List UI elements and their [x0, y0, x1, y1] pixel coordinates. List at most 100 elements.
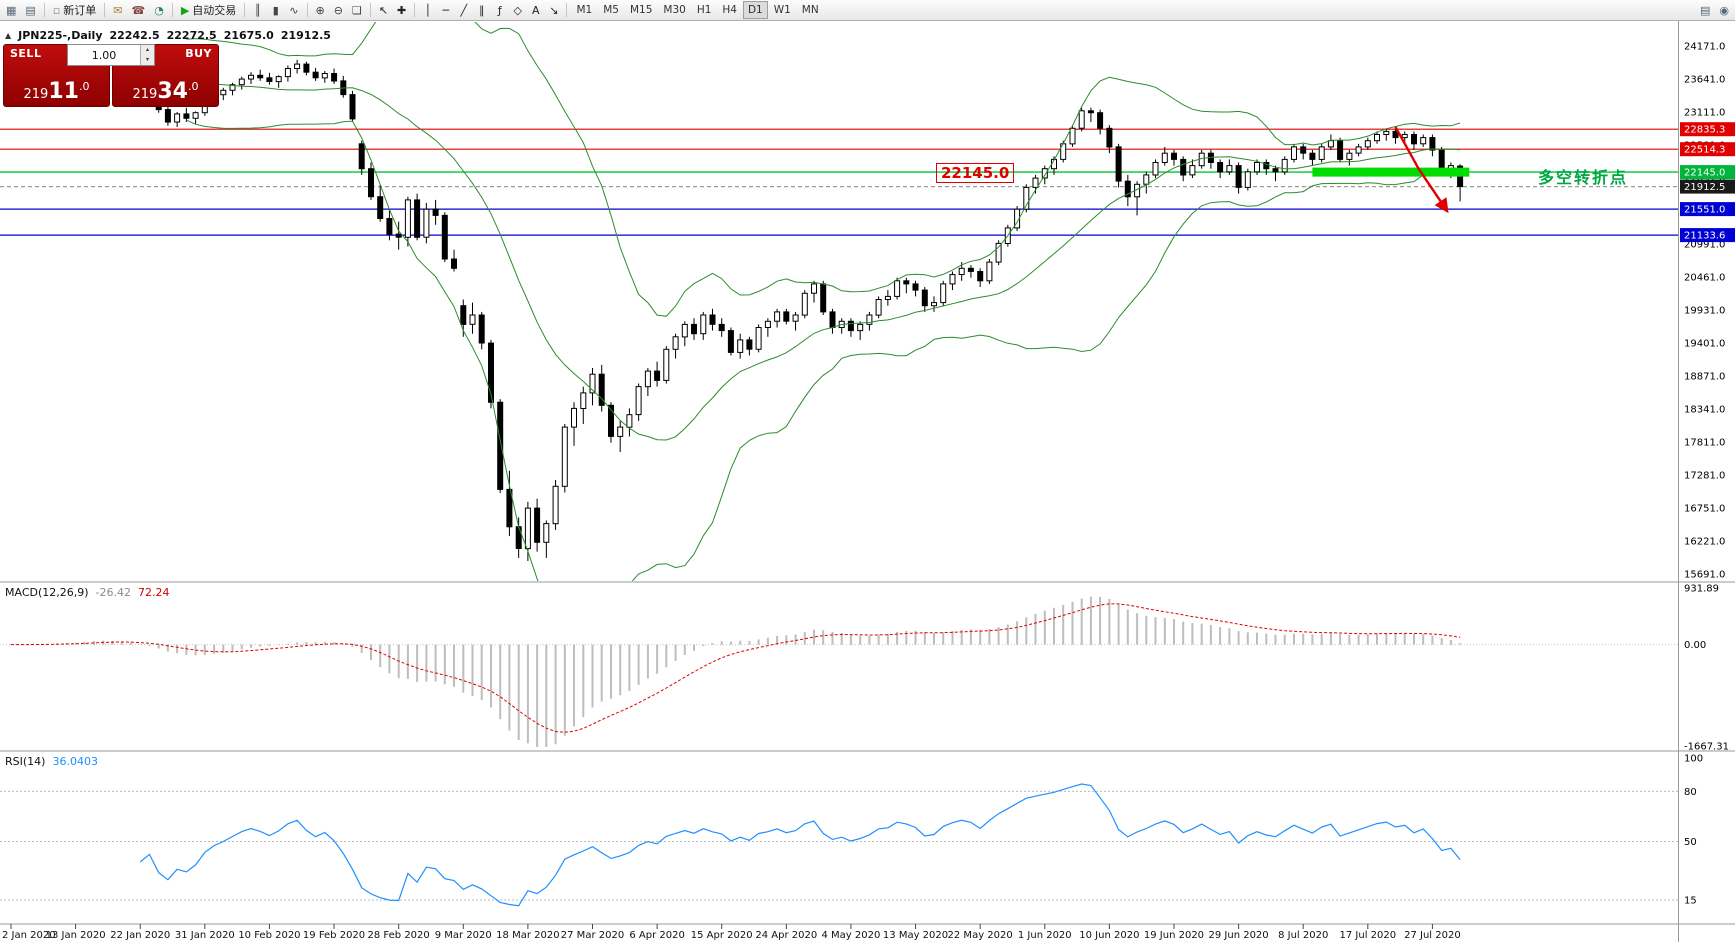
- svg-text:29 Jun 2020: 29 Jun 2020: [1209, 930, 1269, 941]
- svg-text:20991.0: 20991.0: [1684, 240, 1725, 251]
- svg-text:19401.0: 19401.0: [1684, 339, 1725, 350]
- rsi-axis-label: 100: [1684, 754, 1703, 765]
- new-order-button[interactable]: ▫ 新订单: [49, 1, 100, 19]
- rsi-panel: [0, 783, 1678, 907]
- svg-text:2 Jan 2020: 2 Jan 2020: [2, 930, 56, 941]
- svg-text:19 Feb 2020: 19 Feb 2020: [303, 930, 365, 941]
- svg-text:18871.0: 18871.0: [1684, 372, 1725, 383]
- toolbar-separator: [104, 3, 106, 17]
- turning-point-annotation[interactable]: 多空转折点: [1538, 168, 1629, 187]
- quote-line: ▲ JPN225-,Daily 22242.5 22272.5 21675.0 …: [5, 29, 331, 42]
- quote-close: 21912.5: [280, 29, 331, 42]
- svg-text:22835.3: 22835.3: [1684, 125, 1725, 136]
- svg-text:13 Jan 2020: 13 Jan 2020: [46, 930, 106, 941]
- svg-text:21133.6: 21133.6: [1684, 231, 1725, 242]
- svg-text:23641.0: 23641.0: [1684, 75, 1725, 86]
- symbol-period-label: JPN225-,Daily: [18, 29, 103, 42]
- help-icon[interactable]: ◉: [1715, 1, 1733, 19]
- lot-size-input[interactable]: [68, 45, 140, 65]
- text-label-icon[interactable]: A: [527, 1, 544, 19]
- zoom-in-icon[interactable]: ⊕: [312, 1, 329, 19]
- turning-point-band[interactable]: [1312, 167, 1470, 177]
- toolbar-separator: [43, 3, 45, 17]
- cursor-icon[interactable]: ↖: [375, 1, 392, 19]
- svg-text:17 Jul 2020: 17 Jul 2020: [1340, 930, 1397, 941]
- toolbar-separator: [171, 3, 173, 17]
- new-chart-icon[interactable]: ▦: [2, 1, 20, 19]
- svg-text:18341.0: 18341.0: [1684, 405, 1725, 416]
- macd-histogram: [10, 596, 1462, 747]
- macd-panel: [0, 596, 1678, 747]
- svg-text:27 Mar 2020: 27 Mar 2020: [561, 930, 624, 941]
- candlestick-chart-icon[interactable]: ▮: [267, 1, 284, 19]
- macd-axis-label: 0.00: [1684, 640, 1706, 651]
- refresh-icon[interactable]: ◔: [150, 1, 168, 19]
- bar-chart-icon[interactable]: ║: [249, 1, 266, 19]
- svg-text:4 May 2020: 4 May 2020: [822, 930, 881, 941]
- timeframe-d1[interactable]: D1: [742, 1, 768, 19]
- line-chart-icon[interactable]: ∿: [285, 1, 302, 19]
- svg-text:13 May 2020: 13 May 2020: [883, 930, 948, 941]
- svg-text:21912.5: 21912.5: [1684, 182, 1725, 193]
- rsi-axis-label: 15: [1684, 896, 1697, 907]
- rsi-value: 36.0403: [52, 755, 98, 768]
- shapes-icon[interactable]: ◇: [509, 1, 526, 19]
- equidistant-channel-icon[interactable]: ∥: [473, 1, 490, 19]
- lot-size-control: ▴ ▾: [67, 44, 155, 66]
- svg-text:23111.0: 23111.0: [1684, 108, 1725, 119]
- macd-label: MACD(12,26,9) -26.42 72.24: [5, 586, 170, 599]
- timeframe-m30[interactable]: M30: [658, 1, 690, 19]
- sell-price: 21911.0: [23, 79, 90, 104]
- timeframe-h4[interactable]: H4: [717, 1, 742, 19]
- timeframe-h1[interactable]: H1: [692, 1, 717, 19]
- lot-decrease-button[interactable]: ▾: [141, 55, 154, 65]
- arrows-icon[interactable]: ↘: [545, 1, 562, 19]
- rsi-name: RSI(14): [5, 755, 46, 768]
- bollinger-lower-band: [186, 119, 1461, 581]
- svg-text:22145.0: 22145.0: [1684, 168, 1725, 179]
- tile-windows-icon[interactable]: ❏: [348, 1, 366, 19]
- toolbar-separator: [566, 3, 568, 17]
- timeframe-m1[interactable]: M1: [571, 1, 597, 19]
- mailbox-icon[interactable]: ✉: [109, 1, 126, 19]
- svg-text:31 Jan 2020: 31 Jan 2020: [175, 930, 235, 941]
- svg-text:6 Apr 2020: 6 Apr 2020: [629, 930, 684, 941]
- timeframe-w1[interactable]: W1: [769, 1, 796, 19]
- quote-open: 22242.5: [109, 29, 160, 42]
- svg-text:17811.0: 17811.0: [1684, 438, 1725, 449]
- rsi-line: [139, 783, 1461, 907]
- svg-text:28 Feb 2020: 28 Feb 2020: [368, 930, 430, 941]
- main-price-panel: [0, 22, 1678, 581]
- svg-text:22 May 2020: 22 May 2020: [948, 930, 1013, 941]
- zoom-out-icon[interactable]: ⊖: [330, 1, 347, 19]
- bollinger-middle-band: [186, 79, 1461, 441]
- svg-text:10 Feb 2020: 10 Feb 2020: [238, 930, 300, 941]
- trendline-icon[interactable]: ╱: [455, 1, 472, 19]
- svg-text:22 Jan 2020: 22 Jan 2020: [110, 930, 170, 941]
- price-note-annotation[interactable]: 22145.0: [936, 163, 1015, 183]
- chart-profiles-icon[interactable]: ▤: [21, 1, 39, 19]
- one-click-collapse-icon[interactable]: ▲: [5, 31, 12, 40]
- svg-text:22514.3: 22514.3: [1684, 145, 1725, 156]
- svg-text:18 Mar 2020: 18 Mar 2020: [496, 930, 559, 941]
- timeframe-m5[interactable]: M5: [598, 1, 624, 19]
- sell-label: SELL: [10, 47, 42, 60]
- autotrading-button[interactable]: ▶ 自动交易: [177, 1, 240, 19]
- timeframe-mn[interactable]: MN: [797, 1, 824, 19]
- quote-high: 22272.5: [166, 29, 217, 42]
- fibonacci-icon[interactable]: ƒ: [491, 1, 508, 19]
- alerts-icon[interactable]: ☎: [128, 1, 150, 19]
- svg-text:21551.0: 21551.0: [1684, 205, 1725, 216]
- timeframe-m15[interactable]: M15: [625, 1, 657, 19]
- svg-text:27 Jul 2020: 27 Jul 2020: [1404, 930, 1461, 941]
- crosshair-icon[interactable]: ✚: [393, 1, 410, 19]
- buy-price: 21934.0: [132, 79, 199, 104]
- horizontal-line-icon[interactable]: ─: [437, 1, 454, 19]
- vertical-line-icon[interactable]: │: [419, 1, 436, 19]
- down-arrow-annotation[interactable]: [1394, 126, 1449, 214]
- window-layout-icon[interactable]: ▤: [1696, 1, 1714, 19]
- rsi-axis-label: 50: [1684, 837, 1697, 848]
- lot-increase-button[interactable]: ▴: [141, 45, 154, 55]
- lot-spinner: ▴ ▾: [140, 45, 154, 65]
